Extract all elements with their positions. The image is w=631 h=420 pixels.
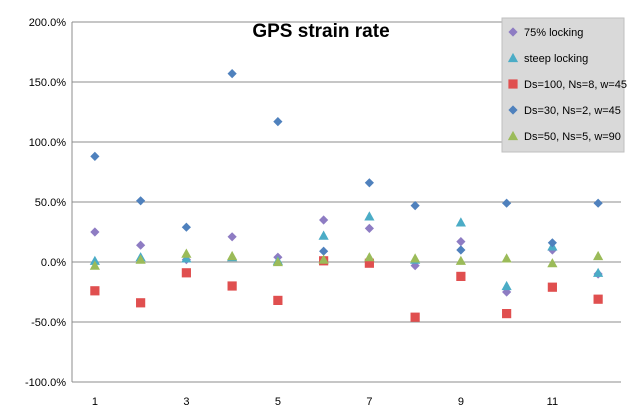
data-point-ds-30-ns-2-w-45 xyxy=(227,69,237,79)
x-tick-label: 5 xyxy=(275,396,281,408)
data-point-ds-30-ns-2-w-45 xyxy=(593,198,603,208)
legend-marker-75-locking xyxy=(508,27,518,37)
data-point-ds-50-ns-5-w-90 xyxy=(501,253,512,263)
legend-marker-ds-30-ns-2-w-45 xyxy=(508,105,518,115)
data-point-ds-30-ns-2-w-45 xyxy=(273,117,283,127)
data-point-75-locking xyxy=(456,237,466,247)
data-point-ds-100-ns-8-w-45 xyxy=(364,258,374,268)
data-point-ds-50-ns-5-w-90 xyxy=(272,256,283,267)
data-point-ds-50-ns-5-w-90 xyxy=(410,253,421,263)
data-point-ds-100-ns-8-w-45 xyxy=(90,286,100,296)
legend-label-ds-30-ns-2-w-45: Ds=30, Ns=2, w=45 xyxy=(524,105,621,117)
legend-label-ds-50-ns-5-w-90: Ds=50, Ns=5, w=90 xyxy=(524,131,621,143)
data-point-ds-50-ns-5-w-90 xyxy=(135,254,146,264)
data-point-ds-100-ns-8-w-45 xyxy=(593,294,603,304)
data-point-ds-50-ns-5-w-90 xyxy=(364,252,375,262)
legend-label-ds-100-ns-8-w-45: Ds=100, Ns=8, w=45 xyxy=(524,79,627,91)
data-point-ds-30-ns-2-w-45 xyxy=(547,238,557,248)
y-tick-label: -50.0% xyxy=(31,317,66,329)
data-point-ds-30-ns-2-w-45 xyxy=(90,151,100,161)
data-point-75-locking xyxy=(364,223,374,233)
data-point-ds-50-ns-5-w-90 xyxy=(89,260,100,270)
data-point-ds-50-ns-5-w-90 xyxy=(318,254,329,264)
data-point-ds-100-ns-8-w-45 xyxy=(456,271,466,281)
data-point-steep-locking xyxy=(318,230,329,240)
data-point-75-locking xyxy=(319,215,329,225)
legend-box xyxy=(501,17,625,153)
data-point-ds-50-ns-5-w-90 xyxy=(455,255,466,265)
y-tick-label: 0.0% xyxy=(41,257,66,269)
x-tick-label: 9 xyxy=(458,396,464,408)
grid-layer xyxy=(72,21,621,383)
data-point-steep-locking xyxy=(181,253,192,263)
legend-marker-ds-50-ns-5-w-90 xyxy=(507,130,519,141)
x-tick-label: 11 xyxy=(547,396,558,408)
data-point-ds-50-ns-5-w-90 xyxy=(181,248,192,258)
legend-label-steep-locking: steep locking xyxy=(524,53,588,65)
y-tick-label: 50.0% xyxy=(35,197,66,209)
data-point-ds-100-ns-8-w-45 xyxy=(410,312,420,322)
data-point-75-locking xyxy=(136,240,146,250)
data-point-steep-locking xyxy=(364,211,375,221)
y-tick-label: 100.0% xyxy=(29,137,67,149)
data-point-ds-100-ns-8-w-45 xyxy=(181,268,191,278)
data-point-ds-50-ns-5-w-90 xyxy=(227,250,238,261)
data-point-ds-30-ns-2-w-45 xyxy=(502,198,512,208)
y-tick-label: 200.0% xyxy=(29,17,67,29)
data-point-ds-30-ns-2-w-45 xyxy=(456,245,466,255)
data-point-ds-30-ns-2-w-45 xyxy=(136,196,146,206)
legend-marker-ds-100-ns-8-w-45 xyxy=(508,79,518,89)
data-point-ds-50-ns-5-w-90 xyxy=(547,258,558,268)
points-layer xyxy=(89,69,604,322)
data-point-ds-100-ns-8-w-45 xyxy=(502,309,512,319)
data-point-75-locking xyxy=(90,227,100,237)
data-point-ds-30-ns-2-w-45 xyxy=(181,222,191,232)
data-point-75-locking xyxy=(227,232,237,242)
y-tick-label: -100.0% xyxy=(25,377,66,389)
data-point-ds-100-ns-8-w-45 xyxy=(547,282,557,292)
y-tick-label: 150.0% xyxy=(29,77,67,89)
chart-title: GPS strain rate xyxy=(252,21,389,42)
data-point-ds-50-ns-5-w-90 xyxy=(593,250,604,261)
legend-label-75-locking: 75% locking xyxy=(524,27,583,39)
data-point-ds-30-ns-2-w-45 xyxy=(319,246,329,256)
data-point-steep-locking xyxy=(593,267,604,277)
legend: 75% locking steep locking Ds=100, Ns=8, w=… xyxy=(501,17,627,153)
data-point-ds-100-ns-8-w-45 xyxy=(273,295,283,305)
data-point-ds-100-ns-8-w-45 xyxy=(227,281,237,291)
x-tick-label: 7 xyxy=(366,396,372,408)
data-point-steep-locking xyxy=(89,255,100,265)
data-point-ds-100-ns-8-w-45 xyxy=(136,298,146,308)
x-tick-label: 3 xyxy=(183,396,189,408)
x-tick-label: 1 xyxy=(92,396,98,408)
data-point-ds-30-ns-2-w-45 xyxy=(410,201,420,211)
legend-marker-steep-locking xyxy=(507,52,519,63)
data-point-steep-locking xyxy=(501,280,512,291)
data-point-ds-30-ns-2-w-45 xyxy=(364,178,374,188)
axis-layer: -100.0% -50.0% 0.0% 50.0% 100.0% 150.0% 200.0%… xyxy=(25,17,558,408)
data-point-steep-locking xyxy=(455,217,466,227)
